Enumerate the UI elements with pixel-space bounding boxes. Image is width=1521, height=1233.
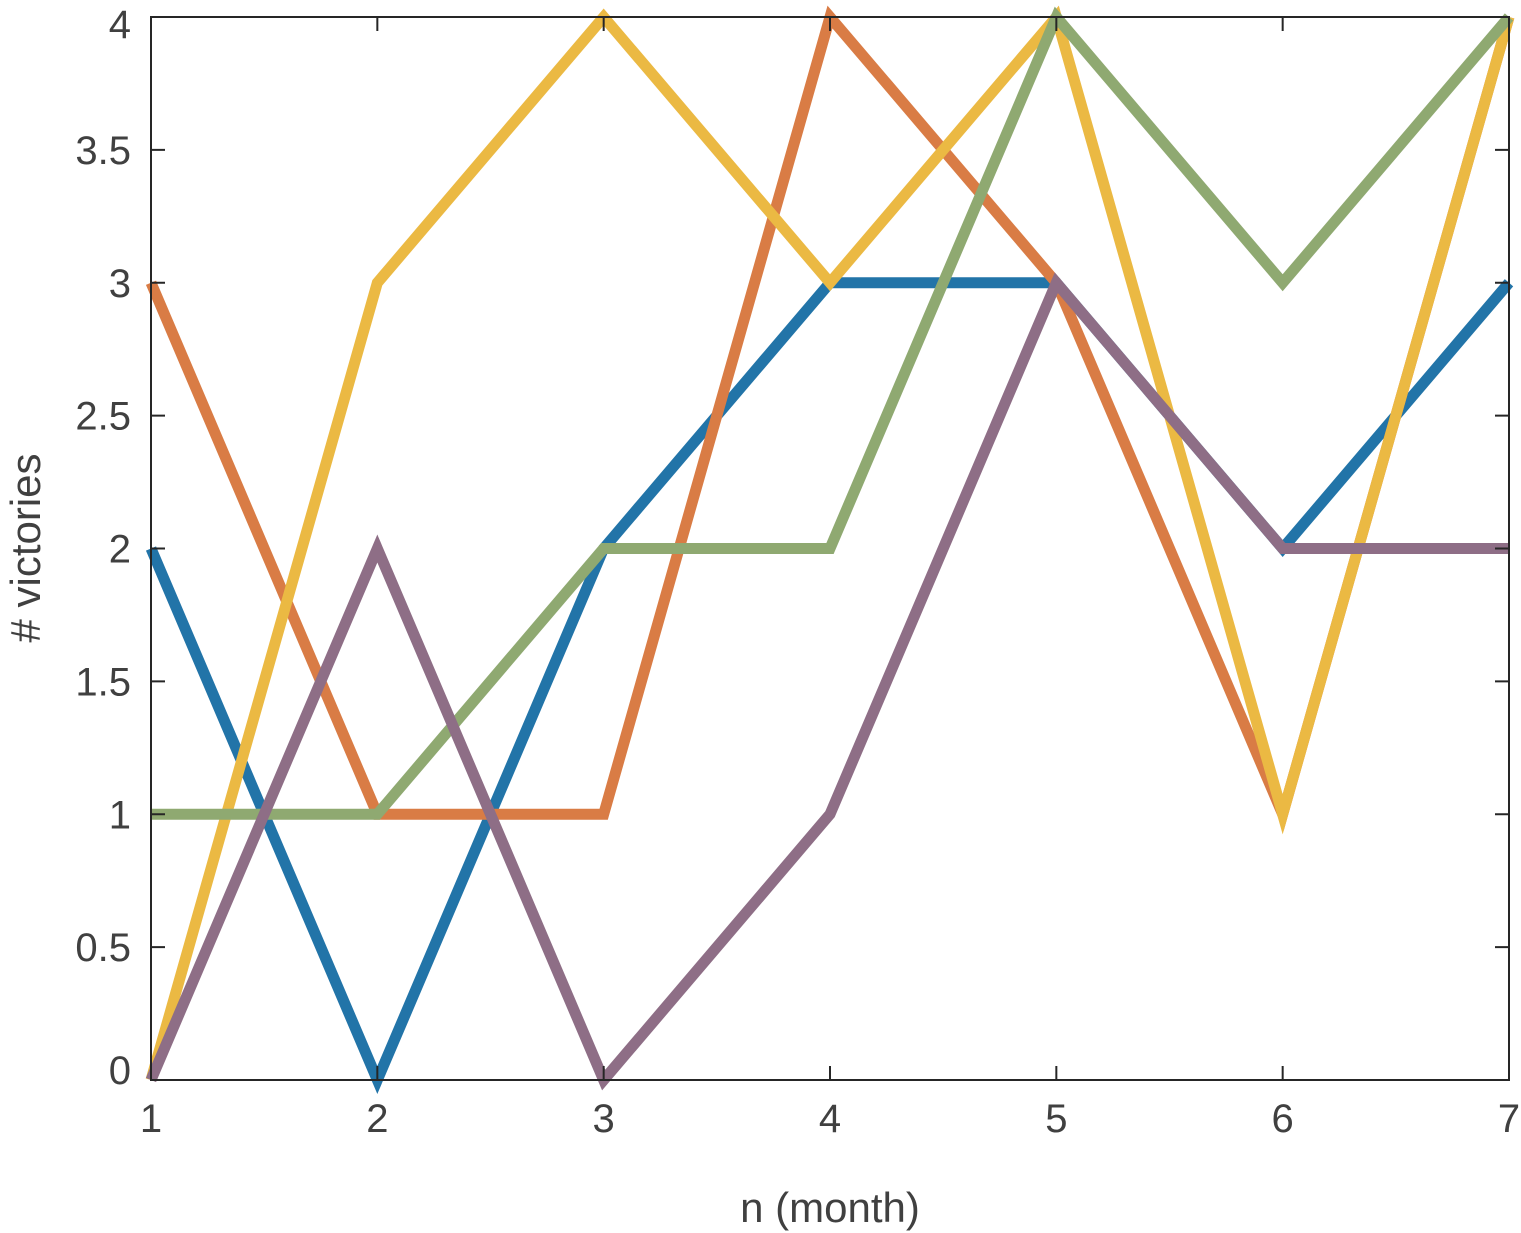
x-axis-label: n (month) — [740, 1184, 920, 1231]
y-tick-label-1.5: 1.5 — [75, 660, 131, 704]
series-line-1 — [145, 277, 1514, 1095]
series-layer — [145, 5, 1515, 1095]
x-tick-label-6: 6 — [1272, 1097, 1294, 1141]
series-line-3 — [145, 5, 1515, 1082]
series-line-4 — [151, 6, 1514, 820]
y-tick-label-2.5: 2.5 — [75, 395, 131, 439]
x-tick-label-7: 7 — [1498, 1097, 1520, 1141]
x-tick-label-1: 1 — [140, 1097, 162, 1141]
y-tick-label-3: 3 — [109, 262, 131, 306]
y-tick-label-3.5: 3.5 — [75, 129, 131, 173]
series-line-5 — [145, 272, 1509, 1091]
y-tick-label-0: 0 — [109, 1049, 131, 1093]
y-tick-label-2: 2 — [109, 528, 131, 572]
x-tick-label-3: 3 — [593, 1097, 615, 1141]
plot-frame — [150, 16, 1510, 1081]
y-tick-label-4: 4 — [109, 3, 131, 47]
y-tick-label-0.5: 0.5 — [75, 926, 131, 970]
x-tick-label-4: 4 — [819, 1097, 841, 1141]
tick-label-layer: 1 2 3 4 5 6 7 0 0.5 1 1.5 2 2.5 3 3.5 4 — [75, 3, 1520, 1141]
x-tick-label-5: 5 — [1045, 1097, 1067, 1141]
x-tick-label-2: 2 — [366, 1097, 388, 1141]
y-axis-label: # victories — [2, 453, 49, 642]
y-tick-label-1: 1 — [109, 793, 131, 837]
series-line-2 — [145, 5, 1515, 831]
